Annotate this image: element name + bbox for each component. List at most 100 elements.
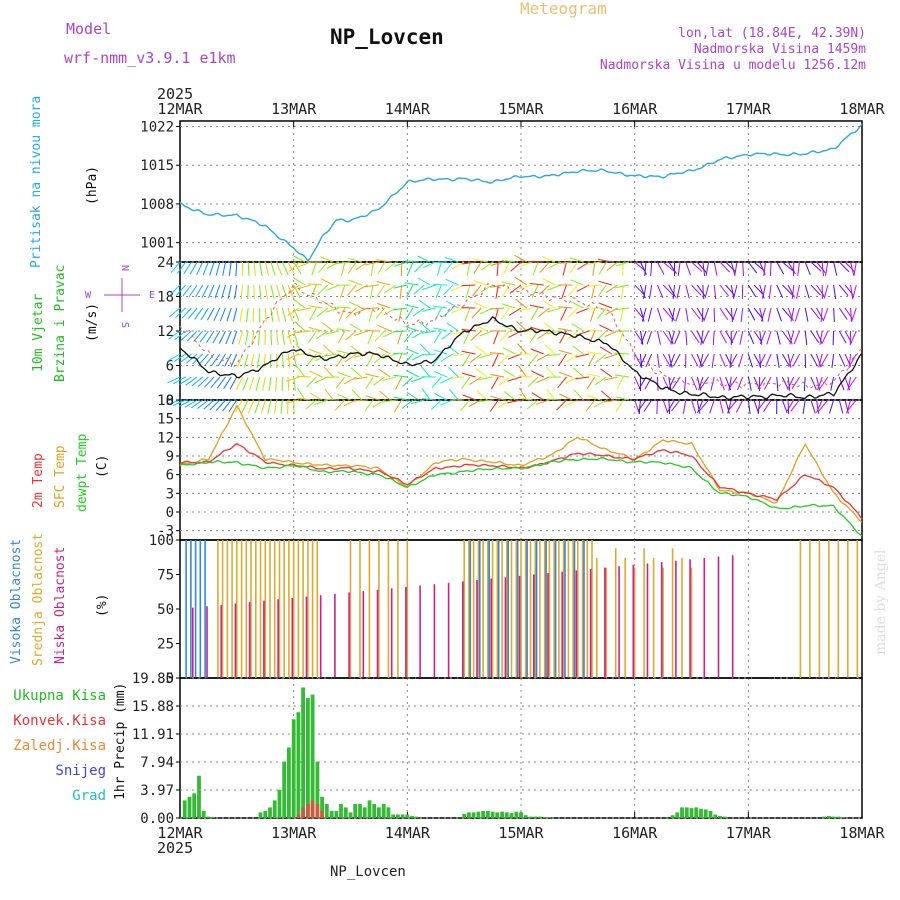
year-bottom: 2025 bbox=[157, 839, 193, 857]
wind-arrow bbox=[572, 367, 584, 378]
wind-arrow bbox=[365, 373, 380, 378]
wind-arrow bbox=[507, 399, 522, 404]
wind-arrow bbox=[696, 353, 703, 368]
wind-arrow bbox=[349, 323, 363, 332]
wind-arrow bbox=[742, 261, 744, 277]
wind-arrow bbox=[382, 376, 397, 381]
sfc-temp-line bbox=[179, 404, 863, 523]
wind-arrow bbox=[558, 306, 573, 309]
wind-arrow bbox=[270, 307, 274, 322]
wind-arrow bbox=[696, 261, 707, 273]
wind-arrow bbox=[820, 353, 829, 367]
wind-arrow bbox=[691, 399, 697, 414]
wind-arrow bbox=[336, 328, 351, 332]
wind-arrow bbox=[727, 399, 732, 414]
wind-arrow bbox=[244, 330, 249, 345]
wind-arrow bbox=[838, 376, 845, 391]
wind-arrow bbox=[850, 307, 852, 323]
conv-precip-bar bbox=[320, 810, 324, 818]
precip-bar bbox=[296, 712, 301, 818]
wind-arrow bbox=[410, 399, 425, 405]
precip-bar bbox=[400, 814, 405, 818]
wind-arrow bbox=[544, 344, 556, 355]
wind-arrow bbox=[501, 281, 516, 286]
precip-bar bbox=[201, 810, 206, 818]
precip-bar bbox=[329, 810, 334, 818]
wind-arrow bbox=[309, 370, 323, 378]
wind-arrow bbox=[205, 353, 215, 366]
x-tick-label-bottom: 17MAR bbox=[726, 824, 772, 842]
wind-arrow bbox=[247, 261, 250, 277]
wind-arrow bbox=[412, 307, 425, 317]
wind-arrow bbox=[764, 376, 772, 390]
wind-arrow bbox=[566, 330, 579, 341]
wind-arrow bbox=[691, 353, 699, 367]
precip-bar bbox=[523, 815, 528, 818]
wind-arrow bbox=[825, 261, 829, 276]
wind-arrow bbox=[758, 353, 766, 367]
wind-arrow bbox=[838, 399, 844, 414]
wind-arrow bbox=[546, 330, 561, 335]
precip-bar bbox=[481, 810, 485, 818]
wind-arrow bbox=[530, 370, 544, 378]
precip-bar bbox=[827, 815, 831, 818]
wind-arrow bbox=[345, 330, 357, 341]
wind-arrow bbox=[656, 353, 660, 368]
precip-bar bbox=[509, 813, 514, 818]
wind-arrow bbox=[702, 330, 710, 344]
precip-bar bbox=[282, 761, 287, 818]
wind-arrow bbox=[503, 391, 516, 401]
wind-arrow bbox=[507, 353, 522, 360]
wind-arrow bbox=[234, 399, 243, 413]
legend-conv-rain: Konvek.Kisa bbox=[13, 713, 106, 729]
wind-arrow bbox=[325, 307, 340, 313]
wind-arrow bbox=[598, 261, 607, 275]
wind-arrow bbox=[595, 353, 607, 364]
precip-bar bbox=[533, 816, 538, 818]
wind-arrow bbox=[685, 330, 688, 346]
precip-bar bbox=[187, 796, 192, 818]
wind-arrow bbox=[691, 261, 703, 272]
wind-arrow bbox=[662, 284, 674, 296]
wind-arrow bbox=[719, 284, 729, 297]
wind-arrow bbox=[461, 261, 476, 265]
precip-bar bbox=[841, 817, 845, 818]
precip-bar bbox=[722, 816, 727, 818]
wind-arrow bbox=[838, 284, 849, 297]
wind-arrow bbox=[853, 261, 857, 276]
wind-arrow bbox=[314, 399, 328, 406]
precip-bar bbox=[462, 813, 467, 818]
wind-arrow bbox=[393, 284, 408, 289]
wind-arrow bbox=[803, 376, 806, 392]
wind-arrow bbox=[747, 399, 751, 414]
wind-arrow bbox=[531, 284, 539, 298]
wind-arrow bbox=[712, 330, 715, 346]
wind-arrow bbox=[677, 261, 681, 276]
wind-arrow bbox=[307, 353, 317, 366]
wind-arrow bbox=[788, 353, 795, 368]
svg-text:W: W bbox=[85, 290, 92, 301]
wind-arrow bbox=[339, 284, 346, 299]
wind-arrow bbox=[685, 261, 691, 276]
wind-arrow bbox=[341, 261, 346, 276]
wind-arrow bbox=[321, 322, 334, 332]
wind-arrow bbox=[318, 261, 329, 273]
wind-arrow bbox=[747, 353, 753, 368]
wind-arrow bbox=[832, 330, 835, 346]
wind-arrow bbox=[847, 376, 857, 389]
wind-arrow bbox=[617, 353, 624, 368]
wind-arrow bbox=[292, 255, 306, 263]
legend-snow: Snijeg bbox=[55, 763, 106, 779]
y-tick-label: 18 bbox=[157, 290, 174, 306]
wind-arrow bbox=[816, 330, 823, 345]
wind-arrow bbox=[465, 284, 471, 299]
wind-arrow bbox=[234, 284, 238, 299]
wind-arrow bbox=[411, 376, 425, 383]
wind-arrow bbox=[188, 284, 198, 297]
precip-bar bbox=[277, 789, 282, 818]
wind-arrow bbox=[398, 307, 403, 322]
wind-arrow bbox=[791, 284, 795, 299]
wind-arrow bbox=[404, 330, 414, 343]
precip-bar bbox=[396, 814, 400, 818]
